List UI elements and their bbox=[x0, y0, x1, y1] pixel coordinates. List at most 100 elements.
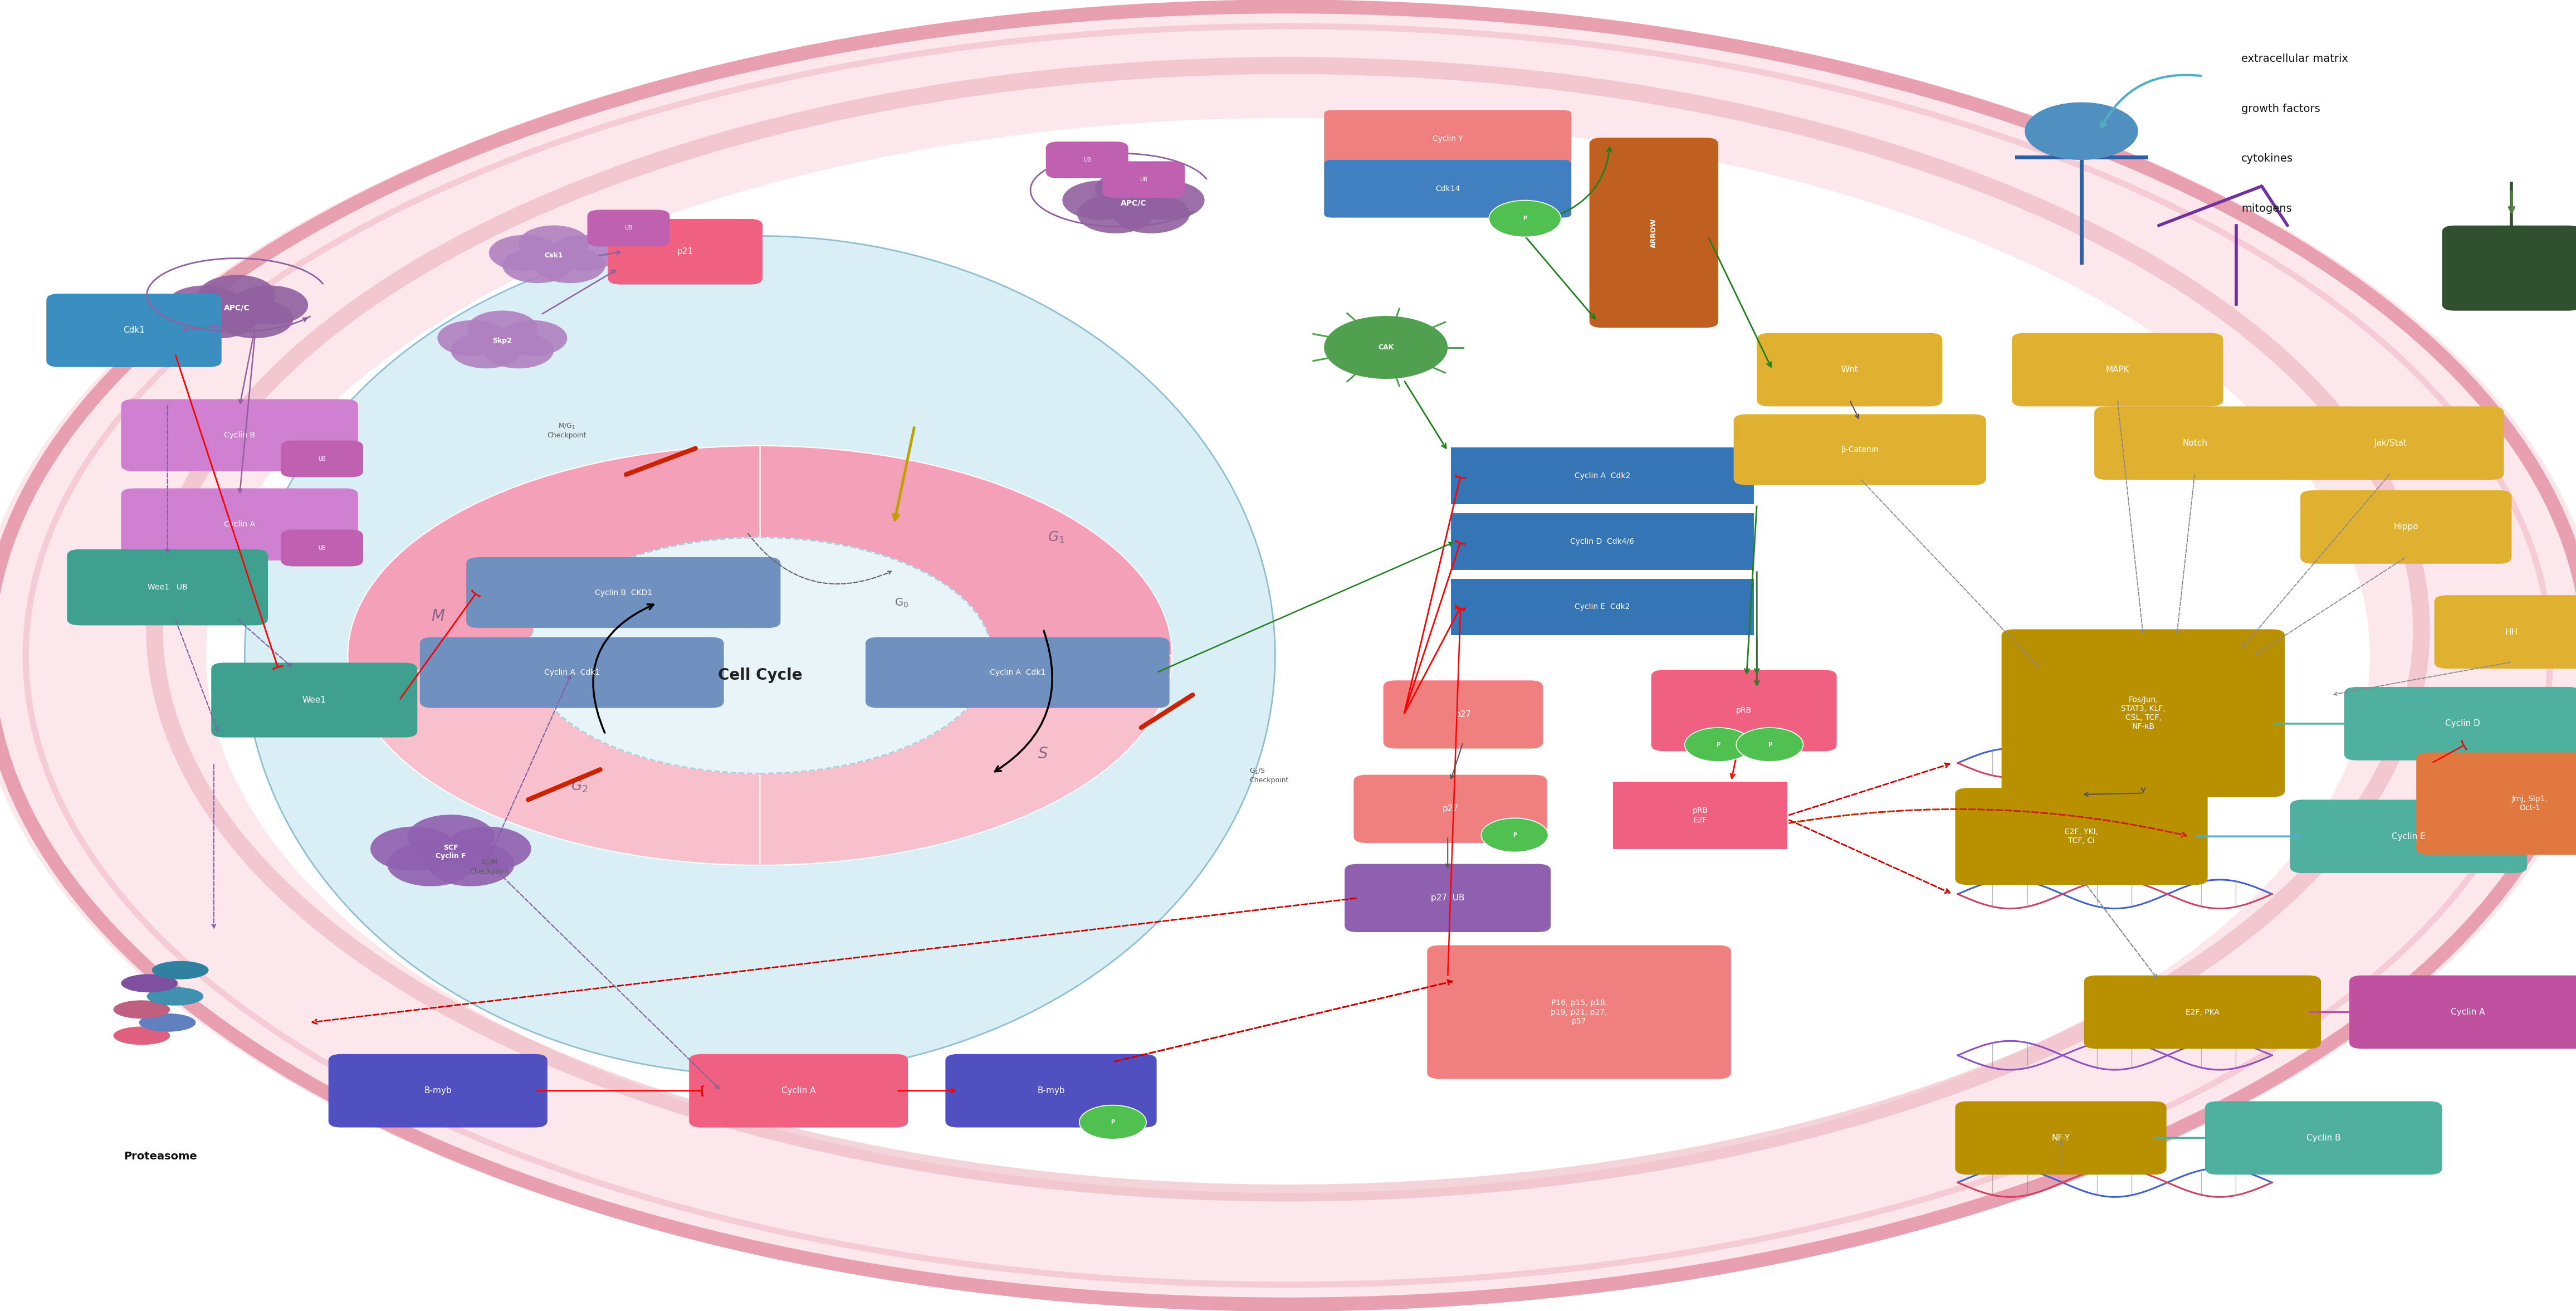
Text: Cyclin B  CKD1: Cyclin B CKD1 bbox=[595, 589, 652, 597]
Circle shape bbox=[443, 827, 531, 871]
Text: extracellular matrix: extracellular matrix bbox=[2241, 54, 2349, 64]
Ellipse shape bbox=[113, 1000, 170, 1019]
Ellipse shape bbox=[206, 118, 2370, 1193]
Text: β-Catenin: β-Catenin bbox=[1842, 446, 1878, 454]
FancyBboxPatch shape bbox=[587, 210, 670, 246]
Text: Cyclin E  Cdk2: Cyclin E Cdk2 bbox=[1574, 603, 1631, 611]
FancyBboxPatch shape bbox=[2434, 595, 2576, 669]
FancyBboxPatch shape bbox=[1103, 161, 1185, 198]
Text: Cyclin A  Cdk1: Cyclin A Cdk1 bbox=[544, 669, 600, 676]
Text: G$_1$: G$_1$ bbox=[1048, 530, 1064, 545]
Text: p27  UB: p27 UB bbox=[1430, 894, 1466, 902]
Circle shape bbox=[518, 225, 590, 261]
Text: pRB
E2F: pRB E2F bbox=[1692, 808, 1708, 823]
Text: Notch: Notch bbox=[2182, 439, 2208, 447]
Circle shape bbox=[1113, 194, 1190, 233]
Text: Cell Cycle: Cell Cycle bbox=[719, 667, 801, 683]
Text: Cdk14: Cdk14 bbox=[1435, 185, 1461, 193]
Text: NF-Y: NF-Y bbox=[2050, 1134, 2071, 1142]
Circle shape bbox=[484, 333, 554, 368]
FancyBboxPatch shape bbox=[1757, 333, 1942, 406]
Text: P: P bbox=[1522, 216, 1528, 222]
Text: Jak/Stat: Jak/Stat bbox=[2375, 439, 2406, 447]
Text: ARROW: ARROW bbox=[1651, 219, 1656, 248]
FancyBboxPatch shape bbox=[2442, 225, 2576, 311]
FancyBboxPatch shape bbox=[330, 1054, 546, 1127]
FancyBboxPatch shape bbox=[1589, 138, 1718, 328]
Text: Cyclin A: Cyclin A bbox=[781, 1087, 817, 1095]
Text: mitogens: mitogens bbox=[2241, 203, 2293, 214]
Ellipse shape bbox=[147, 987, 204, 1006]
FancyBboxPatch shape bbox=[1355, 775, 1546, 843]
Text: S: S bbox=[1038, 746, 1048, 762]
Text: Cyclin A: Cyclin A bbox=[224, 520, 255, 528]
FancyBboxPatch shape bbox=[121, 488, 358, 561]
Text: UB: UB bbox=[319, 545, 325, 551]
Text: MAPK: MAPK bbox=[2105, 366, 2130, 374]
Circle shape bbox=[386, 842, 474, 886]
Wedge shape bbox=[348, 446, 760, 674]
FancyBboxPatch shape bbox=[1955, 1101, 2166, 1175]
Circle shape bbox=[1077, 194, 1154, 233]
Ellipse shape bbox=[139, 1013, 196, 1032]
FancyBboxPatch shape bbox=[2012, 333, 2223, 406]
Circle shape bbox=[451, 333, 520, 368]
Text: Cyclin E: Cyclin E bbox=[2391, 832, 2427, 840]
FancyBboxPatch shape bbox=[1734, 414, 1986, 485]
Text: G$_2$/M
Checkpoint: G$_2$/M Checkpoint bbox=[469, 859, 510, 876]
Circle shape bbox=[1324, 316, 1448, 379]
Circle shape bbox=[165, 286, 242, 325]
FancyBboxPatch shape bbox=[2094, 406, 2295, 480]
Ellipse shape bbox=[152, 961, 209, 979]
Text: Fos/Jun,
STAT3, KLF,
CSL, TCF,
NF-κB: Fos/Jun, STAT3, KLF, CSL, TCF, NF-κB bbox=[2120, 696, 2166, 730]
Circle shape bbox=[1489, 201, 1561, 237]
Text: M: M bbox=[430, 608, 446, 624]
Text: Cyclin A  Cdk1: Cyclin A Cdk1 bbox=[989, 669, 1046, 676]
Circle shape bbox=[549, 235, 618, 271]
Circle shape bbox=[497, 320, 567, 357]
Text: P: P bbox=[1716, 742, 1721, 747]
Ellipse shape bbox=[113, 1027, 170, 1045]
FancyBboxPatch shape bbox=[1324, 110, 1571, 168]
Text: pRB: pRB bbox=[1736, 707, 1752, 714]
FancyBboxPatch shape bbox=[1651, 670, 1837, 751]
Circle shape bbox=[1079, 1105, 1146, 1139]
FancyBboxPatch shape bbox=[2416, 753, 2576, 855]
Text: cytokines: cytokines bbox=[2241, 153, 2293, 164]
Text: G$_2$: G$_2$ bbox=[572, 779, 587, 794]
FancyBboxPatch shape bbox=[1324, 160, 1571, 218]
FancyBboxPatch shape bbox=[1613, 781, 1788, 850]
Text: growth factors: growth factors bbox=[2241, 104, 2321, 114]
Text: p27: p27 bbox=[1443, 805, 1458, 813]
FancyBboxPatch shape bbox=[2277, 406, 2504, 480]
Ellipse shape bbox=[245, 236, 1275, 1075]
Text: E2F, YKI,
TCF, Ci: E2F, YKI, TCF, Ci bbox=[2066, 829, 2097, 844]
FancyBboxPatch shape bbox=[1046, 142, 1128, 178]
FancyBboxPatch shape bbox=[1450, 578, 1754, 636]
Circle shape bbox=[198, 275, 276, 315]
Text: Cyclin D  Cdk4/6: Cyclin D Cdk4/6 bbox=[1571, 538, 1633, 545]
Circle shape bbox=[428, 842, 515, 886]
Wedge shape bbox=[350, 666, 760, 865]
Text: p27: p27 bbox=[1455, 711, 1471, 718]
Ellipse shape bbox=[121, 974, 178, 992]
Circle shape bbox=[536, 248, 605, 283]
Text: M/G$_1$
Checkpoint: M/G$_1$ Checkpoint bbox=[546, 422, 587, 439]
FancyBboxPatch shape bbox=[420, 637, 724, 708]
Text: UB: UB bbox=[1082, 157, 1092, 163]
FancyBboxPatch shape bbox=[2349, 975, 2576, 1049]
FancyBboxPatch shape bbox=[2205, 1101, 2442, 1175]
Text: Hippo: Hippo bbox=[2393, 523, 2419, 531]
Text: UB: UB bbox=[623, 225, 634, 231]
Text: APC/C: APC/C bbox=[1121, 199, 1146, 207]
Circle shape bbox=[502, 248, 572, 283]
Text: G$_1$/S
Checkpoint: G$_1$/S Checkpoint bbox=[1249, 767, 1288, 784]
Text: APC/C: APC/C bbox=[224, 304, 250, 312]
FancyBboxPatch shape bbox=[67, 549, 268, 625]
FancyBboxPatch shape bbox=[2344, 687, 2576, 760]
Circle shape bbox=[407, 814, 495, 859]
Circle shape bbox=[1736, 728, 1803, 762]
Circle shape bbox=[1061, 181, 1139, 220]
FancyBboxPatch shape bbox=[281, 440, 363, 477]
FancyBboxPatch shape bbox=[608, 219, 762, 284]
